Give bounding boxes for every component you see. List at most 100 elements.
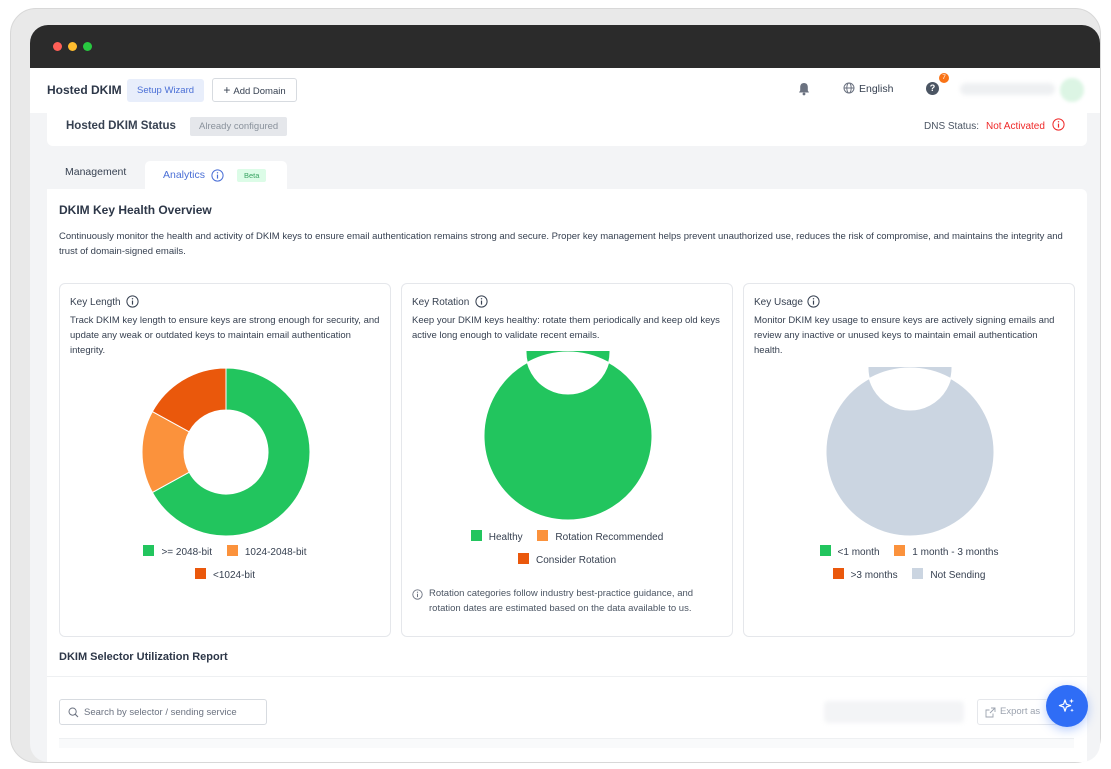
utilization-table-header: [59, 738, 1074, 748]
tab-analytics[interactable]: Analytics Beta: [145, 161, 287, 189]
close-window-button[interactable]: [53, 42, 62, 51]
legend-swatch: [195, 568, 206, 579]
filter-dropdown[interactable]: [824, 701, 964, 723]
export-icon: [985, 707, 996, 718]
globe-icon: [843, 82, 855, 94]
overview-description: Continuously monitor the health and acti…: [59, 231, 1063, 257]
legend-swatch: [832, 568, 844, 579]
help-icon[interactable]: ?: [926, 82, 939, 95]
legend-item: <1 month: [819, 545, 880, 558]
legend-item: Consider Rotation: [517, 553, 617, 566]
legend-swatch: [470, 530, 482, 541]
key-length-donut-chart[interactable]: [141, 367, 311, 537]
browser-window: Hosted DKIM Setup Wizard + Add Domain Eng…: [30, 25, 1100, 762]
report-title: DKIM Selector Utilization Report: [59, 651, 228, 663]
legend-swatch: [537, 530, 549, 541]
legend-label: Consider Rotation: [535, 555, 617, 566]
legend-label: Healthy: [488, 532, 523, 543]
add-domain-button[interactable]: + Add Domain: [212, 78, 297, 102]
export-label: Export as: [1000, 706, 1041, 717]
key-length-description: Track DKIM key length to ensure keys are…: [70, 315, 380, 356]
legend-swatch: [894, 545, 906, 556]
analytics-panel: DKIM Key Health Overview Continuously mo…: [47, 189, 1087, 762]
legend-item: Healthy: [470, 530, 523, 543]
tab-analytics-label: Analytics: [163, 169, 206, 181]
legend-item: Rotation Recommended: [537, 530, 663, 543]
legend-label: <1024-bit: [213, 570, 255, 581]
key-rotation-title: Key Rotation: [412, 297, 470, 308]
device-frame: Hosted DKIM Setup Wizard + Add Domain Eng…: [10, 8, 1101, 763]
help-badge: 7: [939, 73, 949, 83]
rotation-note: Rotation categories follow industry best…: [412, 586, 727, 616]
selector-search[interactable]: [59, 699, 267, 725]
hosted-dkim-status-card: Hosted DKIM Status Already configured DN…: [47, 113, 1087, 146]
legend-item: Not Sending: [912, 568, 985, 581]
legend-label: >= 2048-bit: [161, 547, 213, 558]
legend-item: >3 months: [832, 568, 898, 581]
key-rotation-legend-row2: Consider Rotation: [402, 553, 732, 566]
legend-swatch: [819, 545, 831, 556]
ai-assistant-button[interactable]: [1046, 685, 1088, 727]
add-domain-label: Add Domain: [233, 86, 286, 97]
status-badge: Already configured: [190, 117, 288, 136]
key-rotation-donut-chart[interactable]: [483, 351, 653, 521]
minimize-window-button[interactable]: [68, 42, 77, 51]
window-titlebar: [30, 25, 1100, 68]
key-length-info-icon[interactable]: [126, 295, 139, 308]
info-icon: [412, 589, 423, 600]
key-length-title: Key Length: [70, 297, 121, 308]
overview-title: DKIM Key Health Overview: [59, 203, 212, 217]
key-usage-info-icon[interactable]: [807, 295, 820, 308]
legend-label: Rotation Recommended: [555, 532, 664, 543]
status-title: Hosted DKIM Status: [66, 120, 176, 132]
maximize-window-button[interactable]: [83, 42, 92, 51]
legend-swatch: [143, 545, 155, 556]
key-length-legend: >= 2048-bit 1024-2048-bit: [60, 545, 390, 558]
key-length-card: Key Length Track DKIM key length to ensu…: [59, 283, 391, 637]
key-usage-title: Key Usage: [754, 297, 803, 308]
legend-label: 1 month - 3 months: [912, 547, 999, 558]
legend-swatch: [226, 545, 238, 556]
key-usage-card: Key Usage Monitor DKIM key usage to ensu…: [743, 283, 1075, 637]
rotation-note-text: Rotation categories follow industry best…: [429, 588, 694, 614]
key-rotation-info-icon[interactable]: [475, 295, 488, 308]
donut-slice-2048-bit[interactable]: [151, 367, 311, 537]
donut-slice-1024-bit[interactable]: [151, 367, 227, 433]
notification-bell-icon[interactable]: [796, 81, 812, 97]
legend-label: >3 months: [850, 570, 898, 581]
sparkle-icon: [1058, 698, 1074, 713]
donut-slice-not-sending[interactable]: [825, 367, 995, 537]
legend-item: 1024-2048-bit: [226, 545, 307, 558]
key-rotation-card: Key Rotation Keep your DKIM keys healthy…: [401, 283, 733, 637]
legend-item: 1 month - 3 months: [894, 545, 998, 558]
legend-swatch: [517, 553, 529, 564]
key-usage-description: Monitor DKIM key usage to ensure keys ar…: [754, 315, 1055, 356]
dns-status-label: DNS Status:: [924, 121, 980, 132]
legend-item: >= 2048-bit: [143, 545, 212, 558]
key-usage-legend-row2: >3 months Not Sending: [744, 568, 1074, 581]
key-rotation-description: Keep your DKIM keys healthy: rotate them…: [412, 315, 720, 341]
search-icon: [68, 707, 79, 718]
search-input[interactable]: [84, 704, 262, 721]
info-icon[interactable]: [211, 169, 224, 182]
language-label: English: [859, 83, 894, 95]
tab-management[interactable]: Management: [65, 166, 127, 178]
legend-label: Not Sending: [930, 570, 986, 581]
key-usage-donut-chart[interactable]: [825, 367, 995, 537]
user-name[interactable]: [960, 83, 1055, 95]
legend-swatch: [912, 568, 924, 579]
key-usage-legend: <1 month 1 month - 3 months: [744, 545, 1074, 558]
app-title: Hosted DKIM: [47, 83, 122, 97]
plus-icon: +: [223, 83, 231, 97]
donut-slice-healthy[interactable]: [483, 351, 653, 521]
key-length-legend-row2: <1024-bit: [60, 568, 390, 581]
avatar[interactable]: [1060, 78, 1084, 102]
language-selector[interactable]: English: [843, 82, 893, 95]
divider: [47, 676, 1087, 677]
key-rotation-legend: Healthy Rotation Recommended: [402, 530, 732, 543]
legend-item: <1024-bit: [195, 568, 255, 581]
app-header: Hosted DKIM Setup Wizard + Add Domain Eng…: [30, 68, 1100, 113]
dns-info-icon[interactable]: [1052, 118, 1065, 131]
setup-wizard-button[interactable]: Setup Wizard: [127, 79, 205, 102]
dns-status-value: Not Activated: [986, 121, 1045, 132]
